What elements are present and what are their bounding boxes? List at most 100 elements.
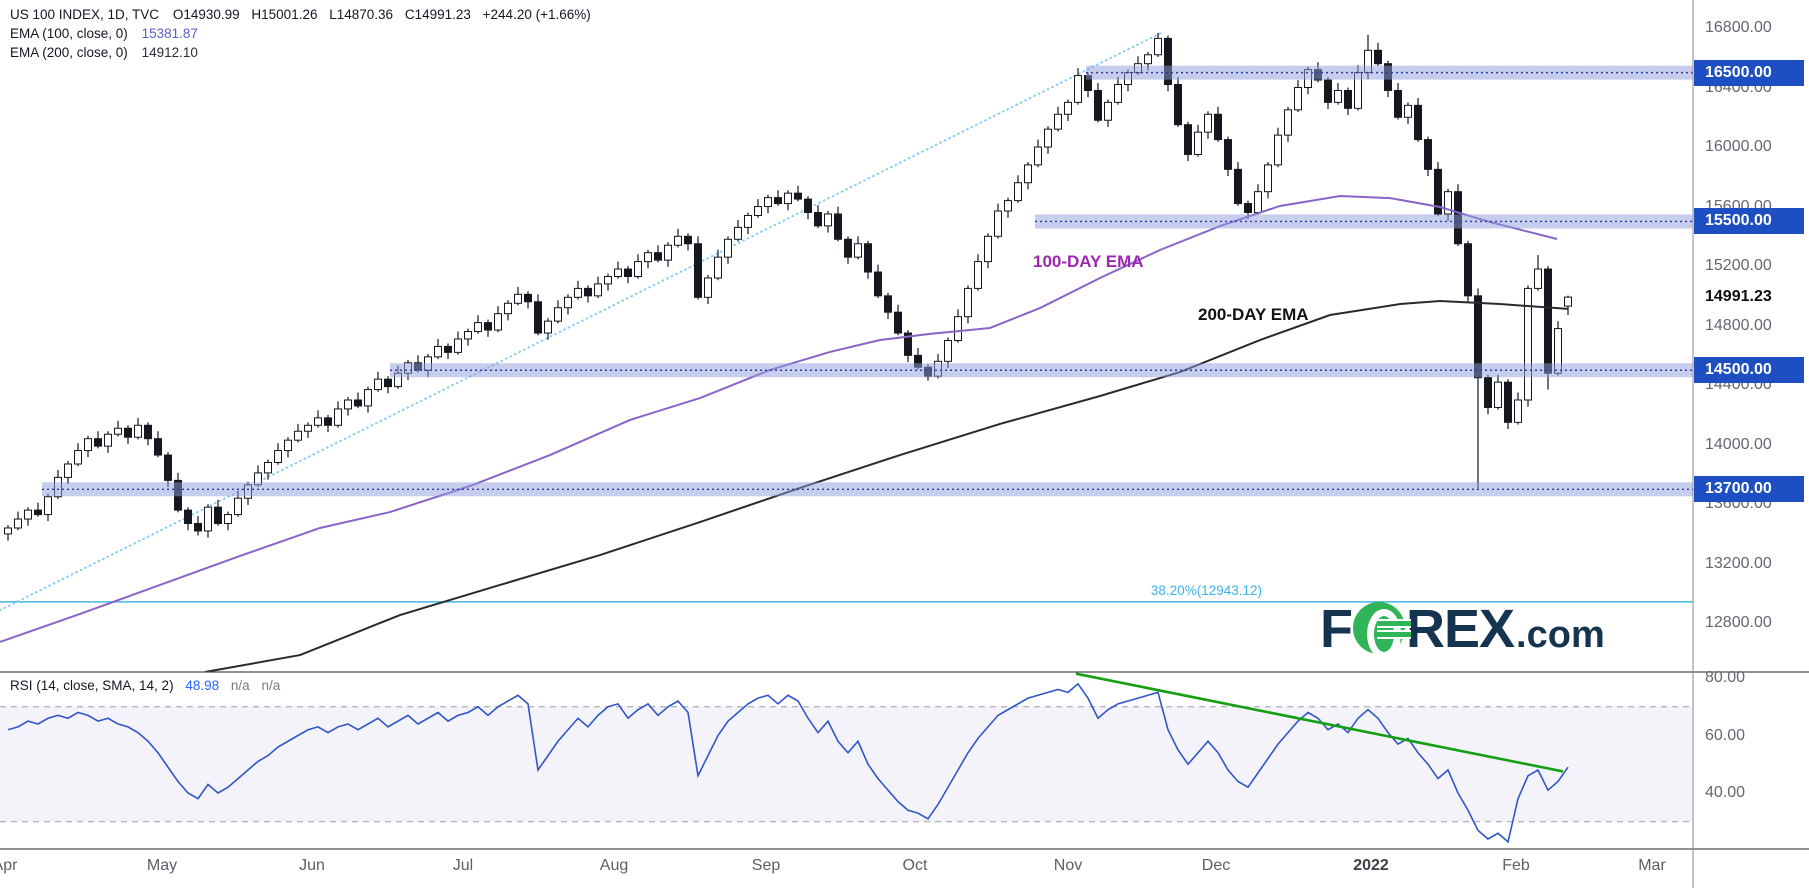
month-label-jun: Jun	[299, 857, 325, 874]
candle	[384, 378, 392, 388]
ema200-legend-value: 14912.10	[141, 45, 198, 60]
candle	[1284, 109, 1292, 136]
candle	[454, 338, 462, 353]
candle	[224, 514, 232, 525]
candle	[1094, 89, 1102, 121]
candle	[1024, 164, 1032, 184]
candle	[1254, 191, 1262, 214]
candle	[734, 226, 742, 240]
candle	[44, 496, 52, 516]
price-axis[interactable]: 16800.00 16400.00 16000.00 15600.00 15200.00…	[1694, 0, 1809, 849]
candle	[544, 320, 552, 334]
rsi-trendline	[1075, 672, 1564, 773]
candle	[464, 331, 472, 340]
candle	[784, 192, 792, 205]
candle	[204, 506, 212, 532]
candle	[314, 417, 322, 426]
logo-text-com: .com	[1516, 614, 1605, 656]
candle	[704, 277, 712, 298]
candle	[1394, 89, 1402, 118]
rsi-line	[7, 682, 1569, 844]
ema100-annotation: 100-DAY EMA	[1033, 252, 1144, 271]
candle	[1174, 84, 1182, 126]
candle	[14, 518, 22, 529]
month-label-nov: Nov	[1053, 857, 1083, 874]
candle	[724, 238, 732, 258]
candle	[334, 408, 342, 426]
candle	[1104, 101, 1112, 121]
candle	[864, 243, 872, 273]
fib-retracement-label: 38.20%(12943.12)	[1150, 583, 1262, 598]
candle	[34, 509, 42, 516]
ema200-line	[204, 300, 1569, 672]
zone-band[interactable]	[1086, 65, 1693, 80]
candle	[1344, 89, 1352, 109]
candle	[684, 235, 692, 245]
candle	[504, 302, 512, 315]
candle	[64, 463, 72, 478]
price-level-badge: 13700.00	[1694, 476, 1804, 503]
candle	[84, 438, 92, 452]
rsi-header[interactable]: RSI (14, close, SMA, 14, 2) 48.98 n/a n/…	[10, 678, 280, 693]
candle	[1294, 87, 1302, 111]
candle	[794, 192, 802, 200]
candle	[1194, 131, 1202, 155]
candle	[884, 295, 892, 313]
month-label-may: May	[146, 857, 178, 874]
month-label-2022: 2022	[1353, 857, 1389, 874]
candle	[904, 332, 912, 356]
ema200-legend-row[interactable]: EMA (200, close, 0) 14912.10	[10, 43, 599, 62]
logo-text-rex: REX	[1406, 599, 1515, 659]
candle	[354, 399, 362, 407]
candle	[854, 243, 862, 258]
candle	[1244, 203, 1252, 213]
candle	[694, 243, 702, 298]
candle	[4, 527, 12, 535]
month-label-dec: Dec	[1201, 857, 1231, 874]
month-label-mar: Mar	[1638, 857, 1666, 874]
candle	[824, 213, 832, 227]
candle	[1054, 113, 1062, 130]
rsi-na2: n/a	[261, 678, 281, 693]
candle	[1164, 37, 1172, 86]
candle	[774, 197, 782, 205]
candle	[1324, 79, 1332, 103]
high-value: H15001.26	[251, 7, 318, 22]
price-level-badge: 14500.00	[1694, 357, 1804, 384]
candle	[234, 497, 242, 516]
month-label-oct: Oct	[902, 857, 928, 874]
candle	[114, 427, 122, 435]
candle	[1154, 37, 1162, 56]
candle	[154, 438, 162, 456]
candle	[194, 523, 202, 532]
candle	[524, 293, 532, 303]
candle	[24, 509, 32, 520]
ema100-legend-row[interactable]: EMA (100, close, 0) 15381.87	[10, 24, 599, 43]
price-tick-label: 13200.00	[1705, 554, 1772, 572]
zone-band[interactable]	[1035, 214, 1693, 229]
candle	[984, 235, 992, 263]
rsi-axis[interactable]: 80.00 60.00 40.00	[1694, 669, 1809, 849]
price-tick-label: 15200.00	[1705, 257, 1772, 275]
candle	[1504, 381, 1512, 423]
candle	[364, 389, 372, 407]
candle	[1404, 104, 1412, 118]
candle	[1074, 75, 1082, 103]
rsi-value: 48.98	[185, 678, 220, 693]
candle	[564, 296, 572, 309]
candle	[764, 197, 772, 208]
price-tick-label: 16800.00	[1705, 18, 1772, 36]
symbol-row[interactable]: US 100 INDEX, 1D, TVC O14930.99 H15001.2…	[10, 5, 599, 24]
logo-text-f: F	[1320, 599, 1353, 659]
candle	[1484, 377, 1492, 408]
candle	[104, 433, 112, 447]
candle	[654, 252, 662, 261]
rsi-tick-label: 40.00	[1705, 784, 1746, 801]
candle	[1064, 101, 1072, 115]
candle	[214, 506, 222, 525]
candle	[144, 424, 152, 440]
candle	[714, 256, 722, 279]
open-value: O14930.99	[172, 7, 240, 22]
time-axis[interactable]: Apr May Jun Jul Aug Sep Oct Nov Dec 2022 Feb Mar	[0, 850, 1693, 888]
